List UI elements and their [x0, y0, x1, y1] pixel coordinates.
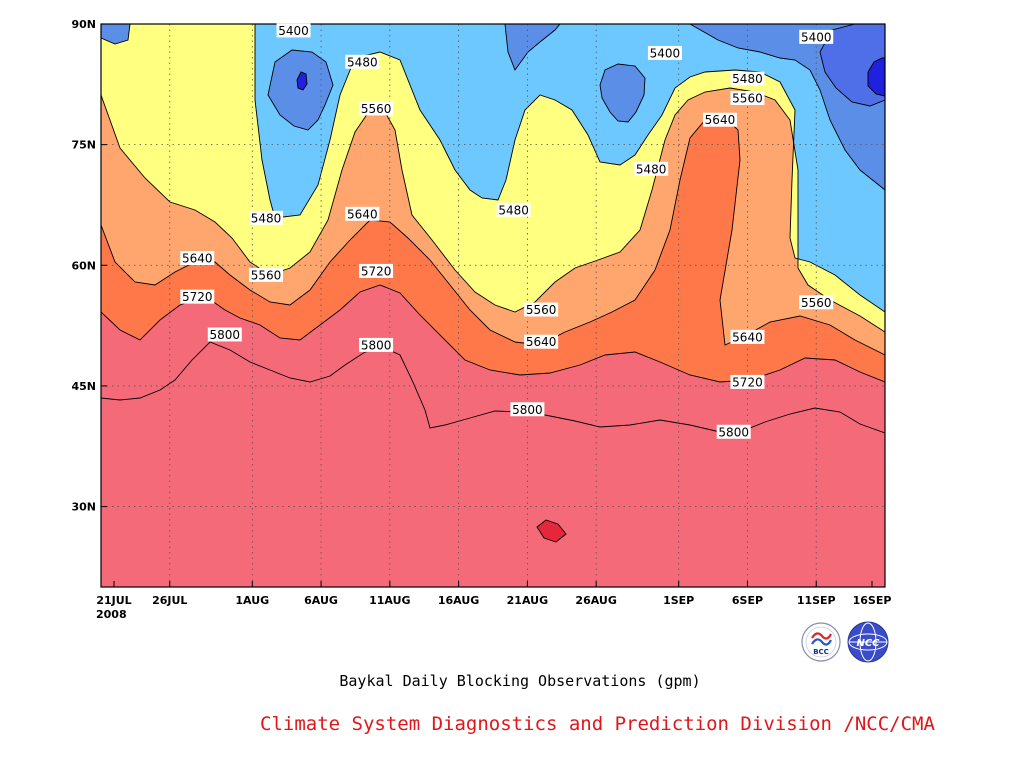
svg-text:5640: 5640 — [705, 113, 736, 127]
contour-label: 5480 — [496, 202, 531, 217]
contour-label: 5720 — [359, 263, 394, 278]
svg-text:5560: 5560 — [361, 102, 392, 116]
contour-label: 5400 — [799, 29, 834, 44]
ncc-logo: NCC — [847, 621, 889, 663]
contour-label: 5480 — [730, 71, 765, 86]
svg-text:5640: 5640 — [347, 207, 378, 221]
contour-line-5400-b — [504, 24, 561, 71]
fill-5400-5480 — [101, 24, 130, 44]
svg-text:5640: 5640 — [732, 330, 763, 344]
contour-fills — [101, 24, 885, 587]
contour-line-lowest-left — [296, 71, 308, 91]
fill-5400-5480-center — [505, 24, 560, 70]
svg-text:5640: 5640 — [182, 252, 213, 266]
contour-label: 5560 — [359, 101, 394, 116]
x-axis: 21JUL 26JUL 1AUG 6AUG 11AUG 16AUG 21AUG 26AUG 1S… — [96, 581, 891, 607]
contour-label: 5720 — [180, 289, 215, 304]
bcc-logo: BCC — [801, 622, 841, 662]
x-tick-label: 16SEP — [853, 594, 892, 607]
svg-text:5480: 5480 — [636, 162, 667, 176]
chart-title: Baykal Daily Blocking Observations (gpm) — [339, 672, 701, 690]
x-tick-label: 1SEP — [663, 594, 694, 607]
contour-line-peak — [536, 519, 567, 543]
svg-text:5800: 5800 — [718, 425, 749, 439]
credit-text: Climate System Diagnostics and Predictio… — [260, 713, 935, 735]
contour-label: 5640 — [524, 334, 559, 349]
svg-text:5480: 5480 — [498, 203, 529, 217]
contour-label: 5640 — [702, 112, 737, 127]
contour-label: 5480 — [634, 161, 669, 176]
contour-label: 5800 — [716, 424, 751, 439]
x-tick-label: 1AUG — [235, 594, 269, 607]
x-tick-label: 6AUG — [304, 594, 338, 607]
svg-text:5800: 5800 — [361, 338, 392, 352]
svg-text:5400: 5400 — [801, 30, 832, 44]
contour-label: 5560 — [730, 90, 765, 105]
contour-line-5560 — [101, 87, 885, 333]
contour-line-5400-e — [267, 49, 334, 131]
svg-text:5640: 5640 — [526, 335, 557, 349]
plot-frame — [100, 23, 886, 588]
y-tick-label: 45N — [71, 380, 96, 393]
x-tick-label: 6SEP — [732, 594, 763, 607]
contour-chart: 21JUL 26JUL 1AUG 6AUG 11AUG 16AUG 21AUG 26AUG 1S… — [71, 18, 891, 621]
svg-text:5480: 5480 — [347, 55, 378, 69]
y-axis: 30N 45N 60N 75N 90N — [71, 18, 107, 514]
contour-label: 5640 — [345, 206, 380, 221]
y-tick-label: 60N — [71, 259, 96, 272]
svg-text:5480: 5480 — [732, 72, 763, 86]
fill-5400-5480-patch — [600, 64, 645, 122]
contour-labels: 5400 5400 5400 5480 5480 5480 5480 5480 5560 5560… — [180, 23, 834, 439]
contour-line-5400-a — [101, 24, 131, 45]
contour-label: 5800 — [510, 402, 545, 417]
contour-line-lowest-right — [867, 57, 885, 97]
contour-label: 5480 — [249, 210, 284, 225]
fill-5400-5480-left — [268, 50, 333, 130]
contour-label: 5560 — [249, 267, 284, 282]
svg-text:5720: 5720 — [732, 375, 763, 389]
svg-text:5400: 5400 — [278, 24, 309, 38]
contour-label: 5400 — [647, 45, 682, 60]
svg-text:5560: 5560 — [251, 268, 282, 282]
x-tick-label: 21JUL — [96, 594, 131, 607]
x-tick-label: 26AUG — [575, 594, 616, 607]
contour-label: 5800 — [359, 337, 394, 352]
svg-text:5560: 5560 — [801, 296, 832, 310]
x-tick-label: 26JUL — [152, 594, 187, 607]
ncc-logo-text: NCC — [856, 638, 880, 649]
fill-5560-band — [101, 24, 885, 332]
x-tick-label: 11SEP — [797, 594, 836, 607]
svg-text:5560: 5560 — [732, 91, 763, 105]
contour-line-5400-d — [599, 63, 646, 123]
contour-label: 5640 — [180, 251, 215, 266]
x-tick-label: 16AUG — [438, 594, 479, 607]
svg-text:5720: 5720 — [182, 290, 213, 304]
contour-label: 5400 — [276, 23, 311, 38]
x-tick-label: 21AUG — [507, 594, 548, 607]
x-tick-label: 11AUG — [369, 594, 410, 607]
fill-lowest-left — [297, 72, 307, 90]
svg-text:5720: 5720 — [361, 264, 392, 278]
x-axis-year-label: 2008 — [96, 608, 127, 621]
contour-label: 5560 — [524, 302, 559, 317]
fill-lowest-far-right — [868, 58, 885, 96]
y-tick-label: 90N — [71, 18, 96, 31]
contour-label: 5560 — [799, 295, 834, 310]
contour-label: 5480 — [345, 54, 380, 69]
y-tick-label: 75N — [71, 139, 96, 152]
svg-text:5800: 5800 — [512, 403, 543, 417]
y-tick-label: 30N — [71, 501, 96, 514]
contour-label: 5800 — [207, 327, 242, 342]
contour-label: 5720 — [730, 374, 765, 389]
svg-text:5560: 5560 — [526, 303, 557, 317]
svg-text:5400: 5400 — [650, 46, 681, 60]
bcc-logo-text: BCC — [813, 648, 829, 656]
svg-text:5480: 5480 — [251, 211, 282, 225]
contour-line-5400-c — [689, 24, 885, 191]
svg-text:5800: 5800 — [210, 328, 241, 342]
logos: BCC NCC — [801, 621, 889, 663]
contour-label: 5640 — [730, 329, 765, 344]
contour-line-5480 — [254, 24, 885, 313]
